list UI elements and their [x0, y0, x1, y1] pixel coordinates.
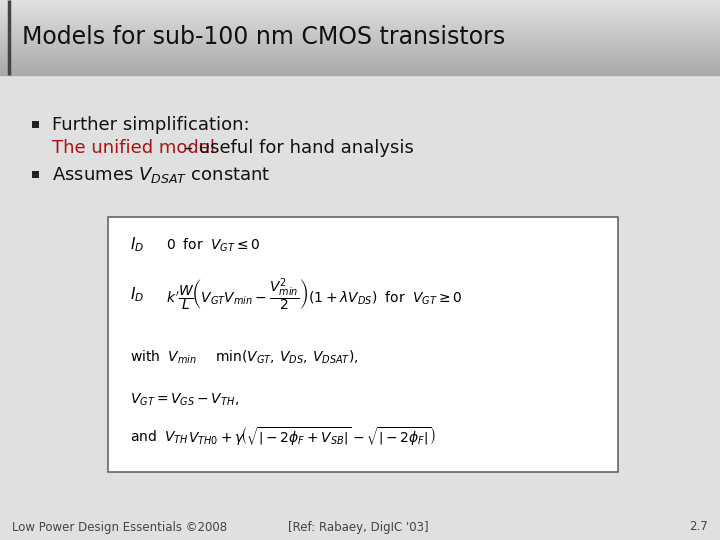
Text: – useful for hand analysis: – useful for hand analysis — [184, 139, 414, 157]
Text: Models for sub-100 nm CMOS transistors: Models for sub-100 nm CMOS transistors — [22, 25, 505, 49]
Bar — [32, 121, 39, 128]
Bar — [32, 171, 39, 178]
Text: Low Power Design Essentials ©2008: Low Power Design Essentials ©2008 — [12, 521, 227, 534]
Text: and $\;V_{TH}$: and $\;V_{TH}$ — [130, 428, 189, 446]
Text: $0\;$ for $\;V_{GT} \leq 0$: $0\;$ for $\;V_{GT} \leq 0$ — [166, 237, 261, 254]
Text: Further simplification:: Further simplification: — [52, 116, 250, 134]
Text: with $\;V_{min}$: with $\;V_{min}$ — [130, 348, 197, 366]
Text: Assumes $V_{DSAT}$ constant: Assumes $V_{DSAT}$ constant — [52, 165, 271, 185]
Text: $V_{GT} = V_{GS} - V_{TH},$: $V_{GT} = V_{GS} - V_{TH},$ — [130, 392, 239, 408]
Text: [Ref: Rabaey, DigIC '03]: [Ref: Rabaey, DigIC '03] — [288, 521, 428, 534]
FancyBboxPatch shape — [108, 217, 618, 472]
Text: The unified model: The unified model — [52, 139, 215, 157]
Text: $\min(V_{GT},\, V_{DS},\, V_{DSAT}),$: $\min(V_{GT},\, V_{DS},\, V_{DSAT}),$ — [215, 348, 359, 366]
Text: $k'\dfrac{W}{L}\!\left(V_{GT}V_{min} - \dfrac{V_{min}^2}{2}\right)(1 + \lambda V: $k'\dfrac{W}{L}\!\left(V_{GT}V_{min} - \… — [166, 276, 462, 314]
Bar — [0, 75, 720, 540]
Text: 2.7: 2.7 — [689, 521, 708, 534]
Text: $I_D$: $I_D$ — [130, 235, 144, 254]
Text: $I_D$: $I_D$ — [130, 286, 144, 305]
Text: $V_{TH0} + \gamma\!\left(\sqrt{\left|-2\phi_F + V_{SB}\right|} - \sqrt{\left|-2\: $V_{TH0} + \gamma\!\left(\sqrt{\left|-2\… — [188, 426, 436, 448]
